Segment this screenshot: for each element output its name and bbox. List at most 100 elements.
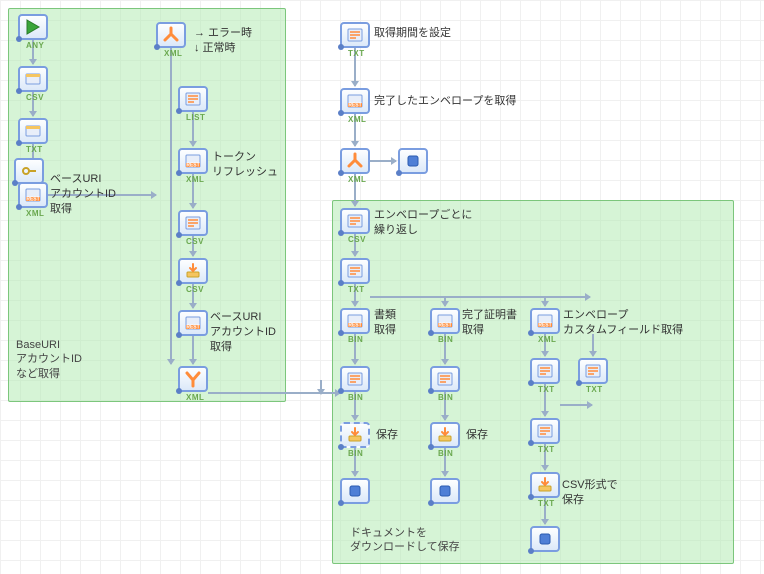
node-tag: BIN — [348, 449, 363, 458]
flow-node-n-cust[interactable]: XML — [530, 308, 560, 334]
branch-icon — [346, 152, 364, 170]
flow-node-n-stop3[interactable] — [430, 478, 460, 504]
flow-node-n-txt1[interactable]: TXT — [18, 118, 48, 144]
connector-dot — [176, 232, 182, 238]
flow-node-n-save0[interactable]: CSV — [178, 258, 208, 284]
connector-dot — [12, 180, 18, 186]
flow-node-n-key[interactable] — [14, 158, 44, 184]
flow-node-n-rest1[interactable]: XML — [18, 182, 48, 208]
flow-node-n-txt3a[interactable]: TXT — [530, 358, 560, 384]
rest-icon — [536, 312, 554, 330]
connector-dot — [176, 332, 182, 338]
flow-node-n-bin2[interactable]: BIN — [430, 366, 460, 392]
label-l-custom: エンベロープカスタムフィールド取得 — [563, 308, 683, 338]
flow-arrow — [170, 48, 172, 364]
node-tag: TXT — [348, 285, 365, 294]
flow-node-n-rest3[interactable] — [178, 310, 208, 336]
node-tag: XML — [186, 393, 204, 402]
connector-dot — [428, 388, 434, 394]
label-l-baseuri2: ベースURIアカウントID取得 — [210, 310, 276, 355]
script-icon — [436, 370, 454, 388]
connector-dot — [338, 444, 344, 450]
node-tag: CSV — [186, 285, 204, 294]
flow-node-n-save2[interactable]: BIN — [430, 422, 460, 448]
label-l-csv: CSV形式で保存 — [562, 478, 618, 508]
connector-dot — [154, 44, 160, 50]
flow-node-n-csv2[interactable]: CSV — [178, 210, 208, 236]
flow-node-n-rest2[interactable]: XML — [178, 148, 208, 174]
flow-node-n-xml2[interactable]: LIST — [178, 86, 208, 112]
node-tag: XML — [348, 175, 366, 184]
connector-dot — [338, 500, 344, 506]
connector-dot — [428, 330, 434, 336]
flow-node-n-txt2[interactable]: TXT — [340, 258, 370, 284]
node-tag: BIN — [348, 393, 363, 402]
script-icon — [584, 362, 602, 380]
node-tag: TXT — [538, 385, 555, 394]
flow-node-n-period[interactable]: TXT — [340, 22, 370, 48]
flow-arrow — [444, 296, 446, 306]
node-tag: BIN — [438, 449, 453, 458]
connector-dot — [176, 280, 182, 286]
node-tag: ANY — [26, 41, 44, 50]
flow-arrow — [320, 380, 322, 394]
flow-node-n-cert[interactable]: BIN — [430, 308, 460, 334]
box-icon — [24, 70, 42, 88]
connector-dot — [338, 170, 344, 176]
node-tag: TXT — [538, 445, 555, 454]
stop-icon — [536, 530, 554, 548]
flow-node-n-merge[interactable]: XML — [178, 366, 208, 392]
region-baseuri-label: BaseURIアカウントIDなど取得 — [16, 338, 82, 381]
node-tag: TXT — [586, 385, 603, 394]
script-icon — [536, 362, 554, 380]
connector-dot — [528, 494, 534, 500]
script-icon — [346, 262, 364, 280]
flow-node-n-txt4[interactable]: TXT — [530, 418, 560, 444]
connector-dot — [16, 88, 22, 94]
label-l-cert: 完了証明書取得 — [462, 308, 517, 338]
connector-dot — [338, 280, 344, 286]
rest-icon — [24, 186, 42, 204]
flow-node-n-bin1[interactable]: BIN — [340, 366, 370, 392]
flow-node-n-save3[interactable]: TXT — [530, 472, 560, 498]
connector-dot — [338, 330, 344, 336]
flow-node-n-docs[interactable]: BIN — [340, 308, 370, 334]
node-tag: TXT — [348, 49, 365, 58]
node-tag: CSV — [348, 235, 366, 244]
node-tag: CSV — [186, 237, 204, 246]
stop-icon — [346, 482, 364, 500]
node-tag: BIN — [438, 335, 453, 344]
flow-node-n-csv1[interactable]: CSV — [18, 66, 48, 92]
flow-node-n-txt3b[interactable]: TXT — [578, 358, 608, 384]
connector-dot — [576, 380, 582, 386]
flow-node-n-save1[interactable]: BIN — [340, 422, 370, 448]
flow-node-n-branch2[interactable]: XML — [340, 148, 370, 174]
flow-node-n-each[interactable]: CSV — [340, 208, 370, 234]
script-icon — [184, 214, 202, 232]
flow-node-n-branch[interactable]: XML — [156, 22, 186, 48]
region-download-label: ドキュメントをダウンロードして保存 — [350, 526, 460, 555]
node-tag: XML — [164, 49, 182, 58]
save-icon — [346, 426, 364, 444]
merge-icon — [184, 370, 202, 388]
connector-dot — [528, 330, 534, 336]
flow-node-n-stop2[interactable] — [340, 478, 370, 504]
connector-dot — [396, 170, 402, 176]
branch-icon — [162, 26, 180, 44]
flow-node-n-stop4[interactable] — [530, 526, 560, 552]
play-icon — [24, 18, 42, 36]
flow-node-n-stop1[interactable] — [398, 148, 428, 174]
node-tag: XML — [186, 175, 204, 184]
flow-node-n-start[interactable]: ANY — [18, 14, 48, 40]
connector-dot — [338, 230, 344, 236]
node-tag: LIST — [186, 113, 205, 122]
text: ドキュメントをダウンロードして保存 — [350, 527, 460, 553]
flow-arrow — [370, 296, 590, 298]
flow-node-n-done[interactable]: XML — [340, 88, 370, 114]
label-l-baseuri1: ベースURIアカウントID取得 — [50, 172, 116, 217]
node-tag: TXT — [538, 499, 555, 508]
connector-dot — [176, 388, 182, 394]
key-icon — [20, 162, 38, 180]
label-l-token: トークンリフレッシュ — [212, 150, 278, 180]
connector-dot — [16, 36, 22, 42]
